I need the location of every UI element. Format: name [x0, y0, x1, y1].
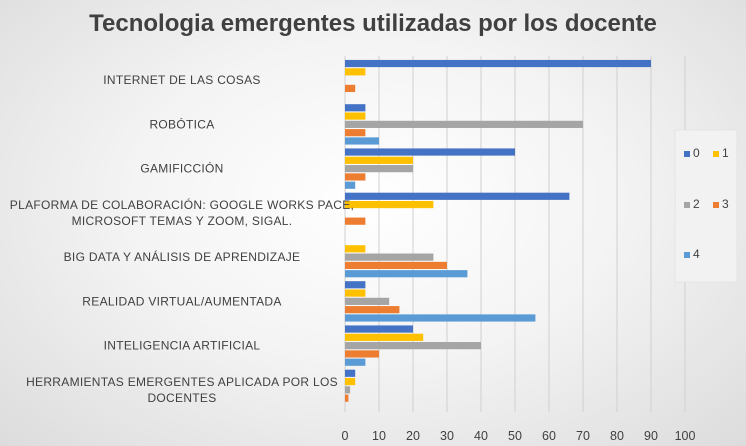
x-tick-label: 0	[342, 429, 349, 443]
category-label: BIG DATA Y ANÁLISIS DE APRENDIZAJE	[64, 249, 301, 264]
bar-series-0-cat-3	[345, 192, 570, 200]
x-tick-label: 10	[372, 429, 386, 443]
bar-series-4-cat-1	[345, 137, 379, 145]
bar-series-0-cat-6	[345, 325, 413, 333]
legend: 0 1 2 3 4	[674, 129, 738, 283]
bar-series-0-cat-1	[345, 104, 366, 112]
bar-series-2-cat-6	[345, 342, 481, 350]
x-tick-label: 50	[508, 429, 522, 443]
legend-swatch-0	[684, 151, 690, 157]
bar-series-1-cat-5	[345, 289, 366, 297]
category-label: HERRAMIENTAS EMERGENTES APLICADA POR LOS	[26, 375, 338, 389]
bar-series-2-cat-5	[345, 297, 390, 305]
legend-label-1: 1	[722, 146, 729, 160]
bar-series-2-cat-1	[345, 120, 583, 128]
legend-label-0: 0	[693, 146, 700, 160]
bar-series-2-cat-4	[345, 253, 434, 261]
x-tick-label: 70	[576, 429, 590, 443]
x-axis-tick-labels: 0 10 20 30 40 50 60 70 80 90 100	[342, 429, 696, 443]
x-tick-label: 20	[406, 429, 420, 443]
bar-series-4-cat-4	[345, 270, 468, 278]
legend-swatch-4	[684, 252, 690, 258]
category-label: PLAFORMA DE COLABORACIÓN: GOOGLE WORKS P…	[10, 197, 354, 212]
category-label: REALIDAD VIRTUAL/AUMENTADA	[82, 294, 281, 308]
bar-series-3-cat-5	[345, 306, 400, 314]
bar-series-2-cat-7	[345, 386, 351, 394]
x-tick-label: 80	[610, 429, 624, 443]
bar-series-0-cat-0	[345, 59, 651, 68]
bar-series-3-cat-1	[345, 129, 366, 137]
legend-label-2: 2	[693, 197, 700, 211]
bar-series-4-cat-6	[345, 358, 366, 366]
bar-series-4-cat-5	[345, 314, 536, 322]
bar-series-1-cat-7	[345, 377, 356, 386]
bar-series-4-cat-2	[345, 181, 356, 189]
legend-swatch-2	[684, 202, 690, 208]
bar-series-3-cat-0	[345, 84, 356, 93]
bars	[345, 59, 651, 402]
bar-series-1-cat-1	[345, 112, 366, 120]
category-label: GAMIFICCIÓN	[140, 161, 223, 176]
category-label: ROBÓTICA	[149, 116, 214, 131]
bar-series-1-cat-4	[345, 245, 366, 253]
bar-series-0-cat-5	[345, 281, 366, 289]
category-label: INTERNET DE LAS COSAS	[103, 73, 260, 87]
category-labels: INTERNET DE LAS COSAS ROBÓTICA GAMIFICCIÓN…	[10, 73, 354, 405]
legend-label-4: 4	[693, 247, 700, 261]
x-tick-label: 30	[440, 429, 454, 443]
grid-lines	[344, 56, 686, 412]
category-label: INTELIGENCIA ARTIFICIAL	[104, 339, 261, 353]
chart-title: Tecnologia emergentes utilizadas por los…	[89, 10, 657, 37]
bar-series-3-cat-6	[345, 350, 379, 358]
bar-series-0-cat-7	[345, 369, 356, 377]
category-label: DOCENTES	[147, 391, 216, 405]
x-tick-label: 40	[474, 429, 488, 443]
bar-series-0-cat-2	[345, 148, 515, 156]
category-label: MICROSOFT TEMAS Y ZOOM, SIGAL.	[72, 214, 293, 228]
x-tick-label: 60	[542, 429, 556, 443]
legend-label-3: 3	[722, 197, 729, 211]
bar-series-3-cat-7	[345, 394, 349, 402]
legend-swatch-1	[713, 151, 719, 157]
bar-series-3-cat-4	[345, 261, 447, 270]
x-tick-label: 100	[675, 429, 696, 443]
legend-swatch-3	[713, 202, 719, 208]
bar-series-2-cat-2	[345, 165, 413, 173]
bar-series-3-cat-2	[345, 173, 366, 181]
bar-series-3-cat-3	[345, 217, 366, 225]
bar-series-1-cat-0	[345, 68, 366, 76]
x-tick-label: 90	[644, 429, 658, 443]
bar-series-1-cat-2	[345, 156, 413, 164]
bar-series-1-cat-6	[345, 333, 424, 341]
bar-series-1-cat-3	[345, 200, 434, 209]
